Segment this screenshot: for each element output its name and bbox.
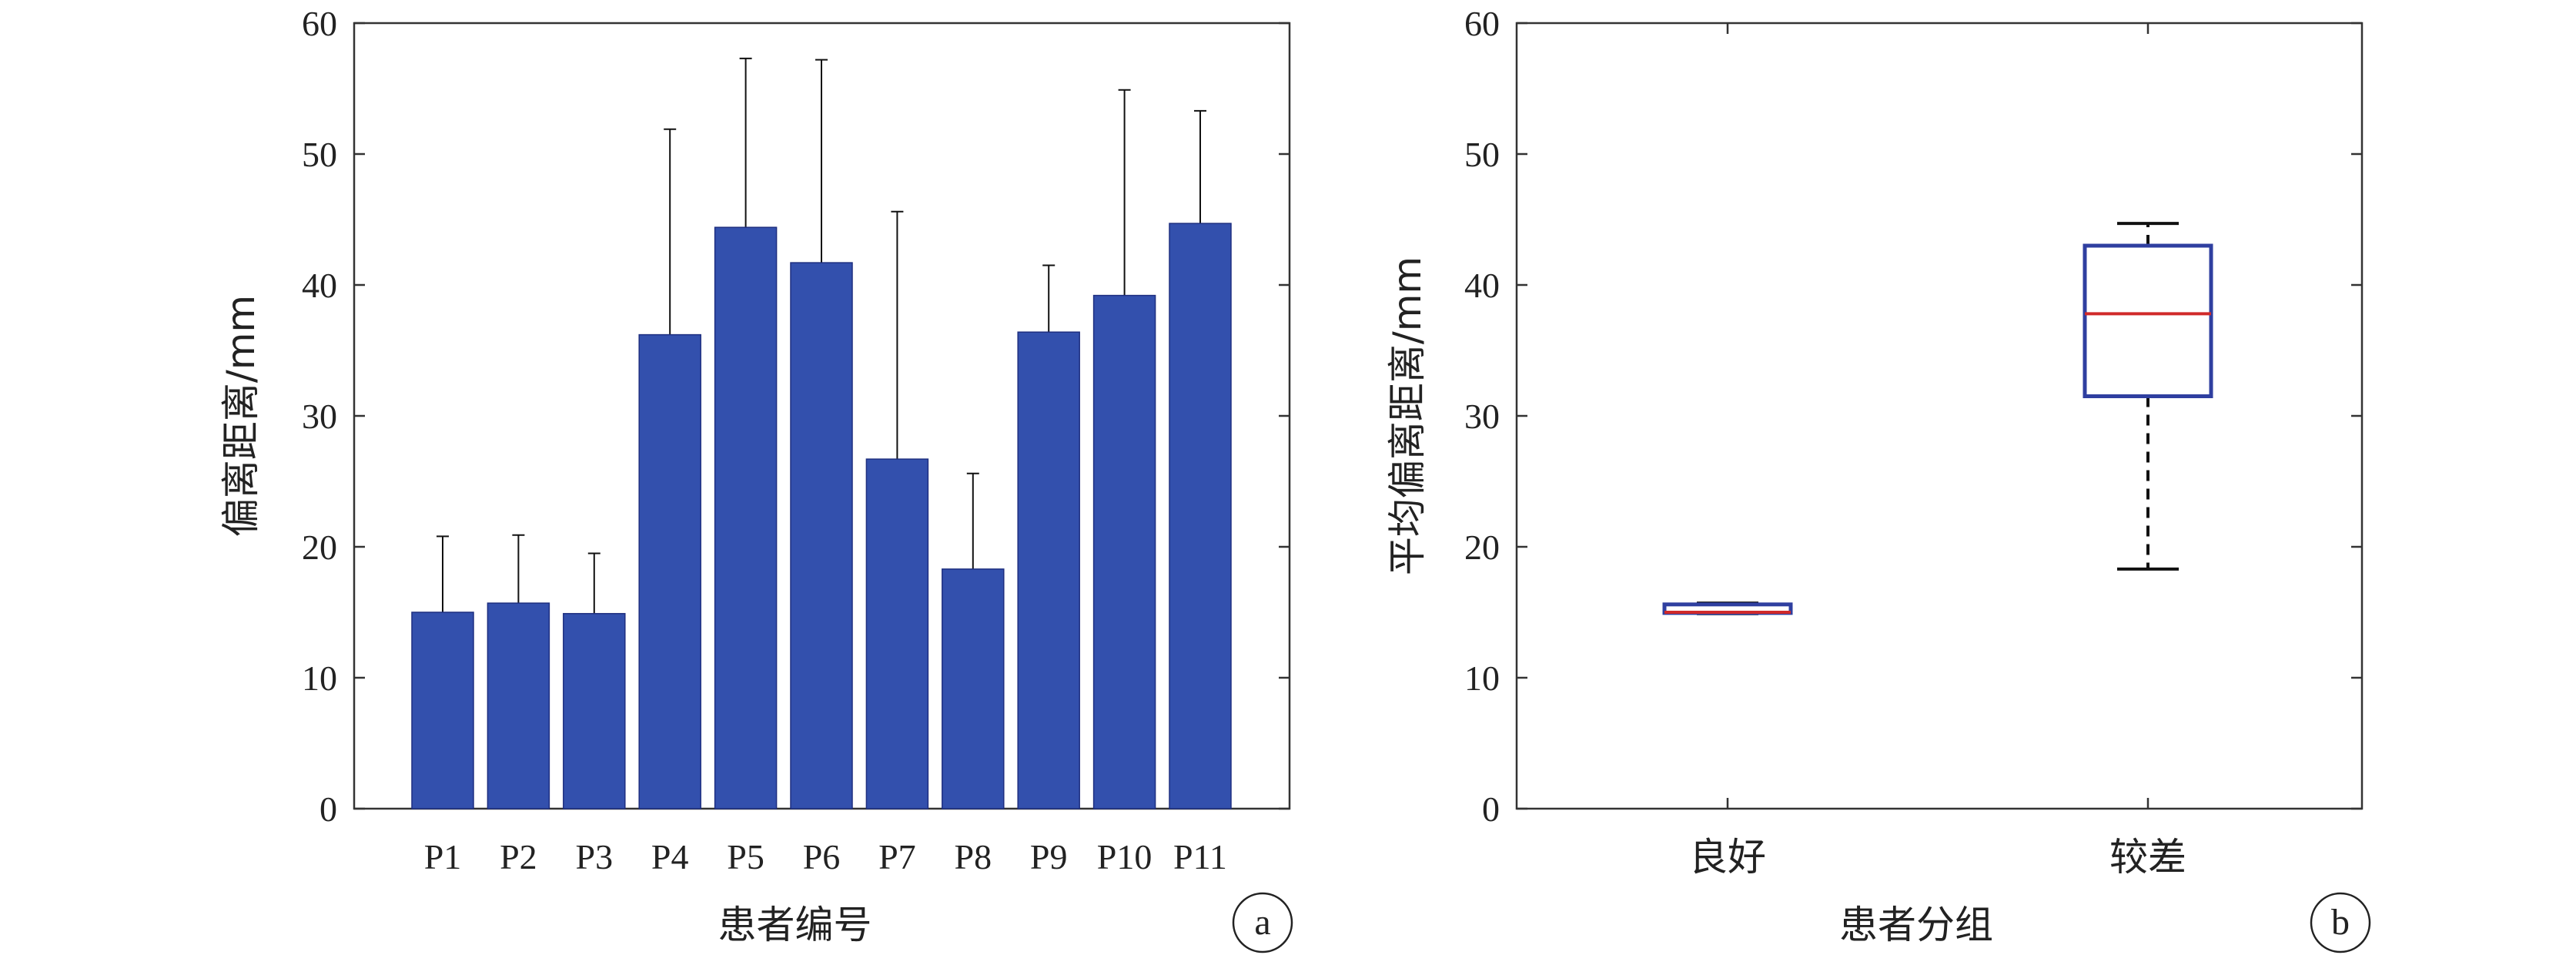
- panel-a-tag-circle: [1232, 892, 1293, 953]
- panel-b-tag-circle: [2310, 892, 2371, 953]
- x-tick-label-P6: P6: [803, 837, 841, 876]
- panel-b-y-tick-label: 20: [1464, 528, 1500, 567]
- bar-P1: [411, 612, 474, 809]
- panel-b-y-tick-label: 0: [1482, 789, 1500, 829]
- x-tick-label-P1: P1: [424, 837, 462, 876]
- x-tick-label-P10: P10: [1097, 837, 1153, 876]
- panel-a-y-tick-label: 10: [302, 658, 337, 698]
- panel-a-y-tick-label: 20: [302, 528, 337, 567]
- bar-P10: [1092, 294, 1156, 809]
- panel-a-y-ticks: 0 10 20 30 40 50 60: [302, 4, 1290, 829]
- panel-b-tag: b: [2331, 902, 2350, 943]
- panel-a-bars: [411, 223, 1232, 809]
- x-tick-label-P2: P2: [500, 837, 537, 876]
- panel-b-y-tick-label: 30: [1464, 397, 1500, 436]
- x-tick-label-P4: P4: [651, 837, 689, 876]
- bar-P11: [1169, 223, 1232, 809]
- bar-P4: [638, 333, 701, 809]
- bar-P9: [1017, 331, 1080, 809]
- panel-a-y-tick-label: 50: [302, 135, 337, 174]
- panel-a-tag: a: [1254, 902, 1270, 943]
- panel-b-x-axis-label: 患者分组: [1839, 903, 1993, 947]
- panel-b-y-tick-label: 60: [1464, 4, 1500, 43]
- panel-a-y-tick-label: 40: [302, 266, 337, 305]
- box-较差: [2083, 243, 2213, 398]
- x-tick-label-P9: P9: [1030, 837, 1068, 876]
- panel-b-plot-frame: [1515, 22, 2364, 810]
- x-tick-label-P3: P3: [576, 837, 614, 876]
- x-tick-label-P5: P5: [727, 837, 764, 876]
- panel-a-y-tick-label: 0: [319, 789, 337, 829]
- x-tick-label-P11: P11: [1173, 837, 1227, 876]
- panel-a-x-axis-label: 患者编号: [718, 903, 872, 947]
- panel-a-y-tick-label: 30: [302, 397, 337, 436]
- panel-b-y-tick-label: 50: [1464, 135, 1500, 174]
- panel-b-x-ticks: 良好 较差: [1689, 23, 2186, 880]
- panel-b: 0 10 20 30 40 50 60 良好 较差 平均偏离距离/mm 患者分组 b: [1385, 4, 2371, 953]
- panel-b-boxes: [1662, 222, 2213, 615]
- bar-P2: [487, 602, 550, 809]
- panel-b-y-ticks: 0 10 20 30 40 50 60: [1464, 4, 2362, 829]
- x-tick-label-P7: P7: [878, 837, 916, 876]
- bar-P6: [790, 262, 853, 809]
- panel-b-y-axis-label: 平均偏离距离/mm: [1385, 256, 1430, 575]
- bar-P8: [942, 568, 1005, 809]
- panel-b-y-tick-label: 40: [1464, 266, 1500, 305]
- panel-a-y-axis-label: 偏离距离/mm: [219, 295, 263, 537]
- panel-a-x-ticks: P1 P2 P3 P4 P5 P6 P7 P8 P9 P10 P11: [424, 837, 1227, 876]
- bar-P3: [563, 612, 626, 809]
- panel-a: 0 10 20 30 40 50 60 P1 P2 P3 P4 P5 P6 P7 P8 P9 P10 P11 偏…: [219, 4, 1293, 953]
- panel-b-y-tick-label: 10: [1464, 658, 1500, 698]
- x-tick-label-良好: 良好: [1689, 835, 1766, 880]
- bar-P5: [714, 226, 778, 809]
- panel-a-y-tick-label: 60: [302, 4, 337, 43]
- x-tick-label-P8: P8: [955, 837, 992, 876]
- bar-P7: [865, 458, 929, 809]
- x-tick-label-较差: 较差: [2109, 835, 2186, 880]
